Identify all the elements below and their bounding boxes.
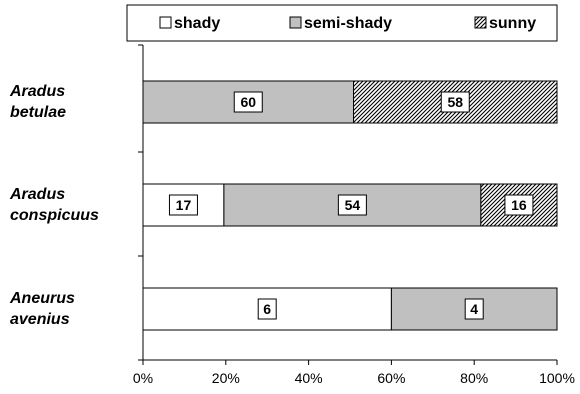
- data-label-box-shady-2: [257, 298, 277, 320]
- bar-sunny-0: [353, 80, 558, 124]
- data-label-shady-1: 17: [176, 197, 192, 213]
- category-label-2: Aneurus avenius: [9, 290, 75, 328]
- data-label-semi-shady-1: 54: [345, 197, 361, 213]
- data-label-box-semi-shady-0: [233, 91, 263, 113]
- legend-items: shady semi-shady sunny: [159, 15, 536, 32]
- x-tick-label-0: 0%: [133, 370, 153, 386]
- data-label-box-semi-shady-1: [337, 194, 367, 216]
- data-label-shady-2: 6: [263, 301, 271, 317]
- legend-swatch-semi-shady: [289, 16, 302, 29]
- category-label-0: Aradus betulae: [9, 83, 66, 121]
- data-label-semi-shady-0: 60: [240, 94, 256, 110]
- legend-swatch-shady: [159, 16, 172, 29]
- category-labels: Aradus betulae Aradus conspicuus Aneurus aven…: [9, 83, 99, 328]
- y-axis-ticks: [138, 44, 143, 361]
- data-label-box-sunny-0: [440, 91, 470, 113]
- x-tick-label-1: 20%: [212, 370, 240, 386]
- x-axis-ticks: 0% 20% 40% 60% 80% 100%: [133, 360, 575, 386]
- data-label-sunny-1: 16: [511, 197, 527, 213]
- data-label-box-shady-1: [168, 194, 198, 216]
- data-labels: 60 58 17 54 16 6 4: [168, 91, 534, 320]
- category-label-line-0: Aradus: [9, 186, 65, 203]
- data-label-box-semi-shady-2: [464, 298, 484, 320]
- category-label-1: Aradus conspicuus: [9, 186, 99, 224]
- category-label-line-0: Aneurus: [9, 290, 75, 307]
- category-label-line-1: avenius: [10, 311, 70, 328]
- legend-label-semi-shady: semi-shady: [304, 15, 392, 32]
- data-label-semi-shady-2: 4: [470, 301, 478, 317]
- legend-label-shady: shady: [174, 15, 220, 32]
- legend-label-sunny: sunny: [489, 15, 536, 32]
- x-tick-label-5: 100%: [539, 370, 575, 386]
- x-tick-label-3: 60%: [377, 370, 405, 386]
- x-tick-label-2: 40%: [295, 370, 323, 386]
- category-label-line-0: Aradus: [9, 83, 65, 100]
- x-tick-label-4: 80%: [460, 370, 488, 386]
- category-label-line-1: betulae: [10, 104, 66, 121]
- data-label-box-sunny-1: [504, 194, 534, 216]
- bar-series: [142, 80, 558, 331]
- data-label-sunny-0: 58: [447, 94, 463, 110]
- legend-swatch-sunny: [474, 16, 487, 29]
- category-label-line-1: conspicuus: [10, 207, 99, 224]
